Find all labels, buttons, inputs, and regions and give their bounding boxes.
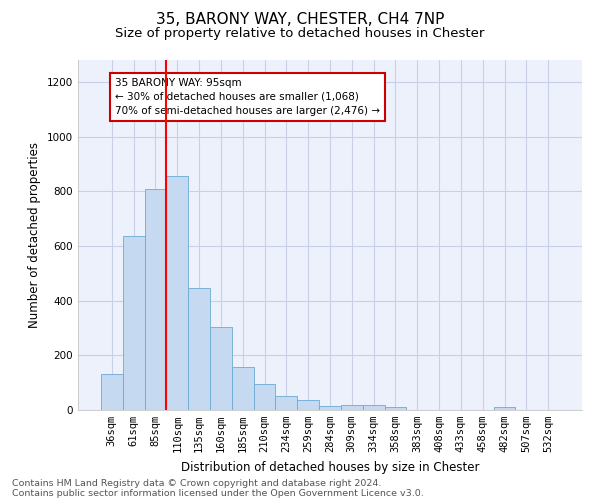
Bar (319, 406, 341, 410)
Bar (101, 374, 123, 410)
Bar (232, 367, 254, 410)
Text: Size of property relative to detached houses in Chester: Size of property relative to detached ho… (115, 28, 485, 40)
Bar (254, 384, 275, 410)
Bar (385, 408, 406, 410)
Y-axis label: Number of detached properties: Number of detached properties (28, 142, 41, 328)
Bar (210, 326, 232, 410)
Bar (145, 189, 166, 410)
Bar (363, 405, 385, 410)
Bar (341, 405, 363, 410)
Text: 35, BARONY WAY, CHESTER, CH4 7NP: 35, BARONY WAY, CHESTER, CH4 7NP (156, 12, 444, 28)
Bar (188, 288, 210, 410)
Bar (297, 400, 319, 410)
Text: 35 BARONY WAY: 95sqm
← 30% of detached houses are smaller (1,068)
70% of semi-de: 35 BARONY WAY: 95sqm ← 30% of detached h… (115, 78, 380, 116)
Text: Contains HM Land Registry data © Crown copyright and database right 2024.: Contains HM Land Registry data © Crown c… (12, 478, 382, 488)
Bar (494, 408, 515, 410)
X-axis label: Distribution of detached houses by size in Chester: Distribution of detached houses by size … (181, 460, 479, 473)
Bar (123, 236, 145, 410)
Text: Contains public sector information licensed under the Open Government Licence v3: Contains public sector information licen… (12, 488, 424, 498)
Bar (275, 396, 297, 410)
Bar (166, 176, 188, 410)
